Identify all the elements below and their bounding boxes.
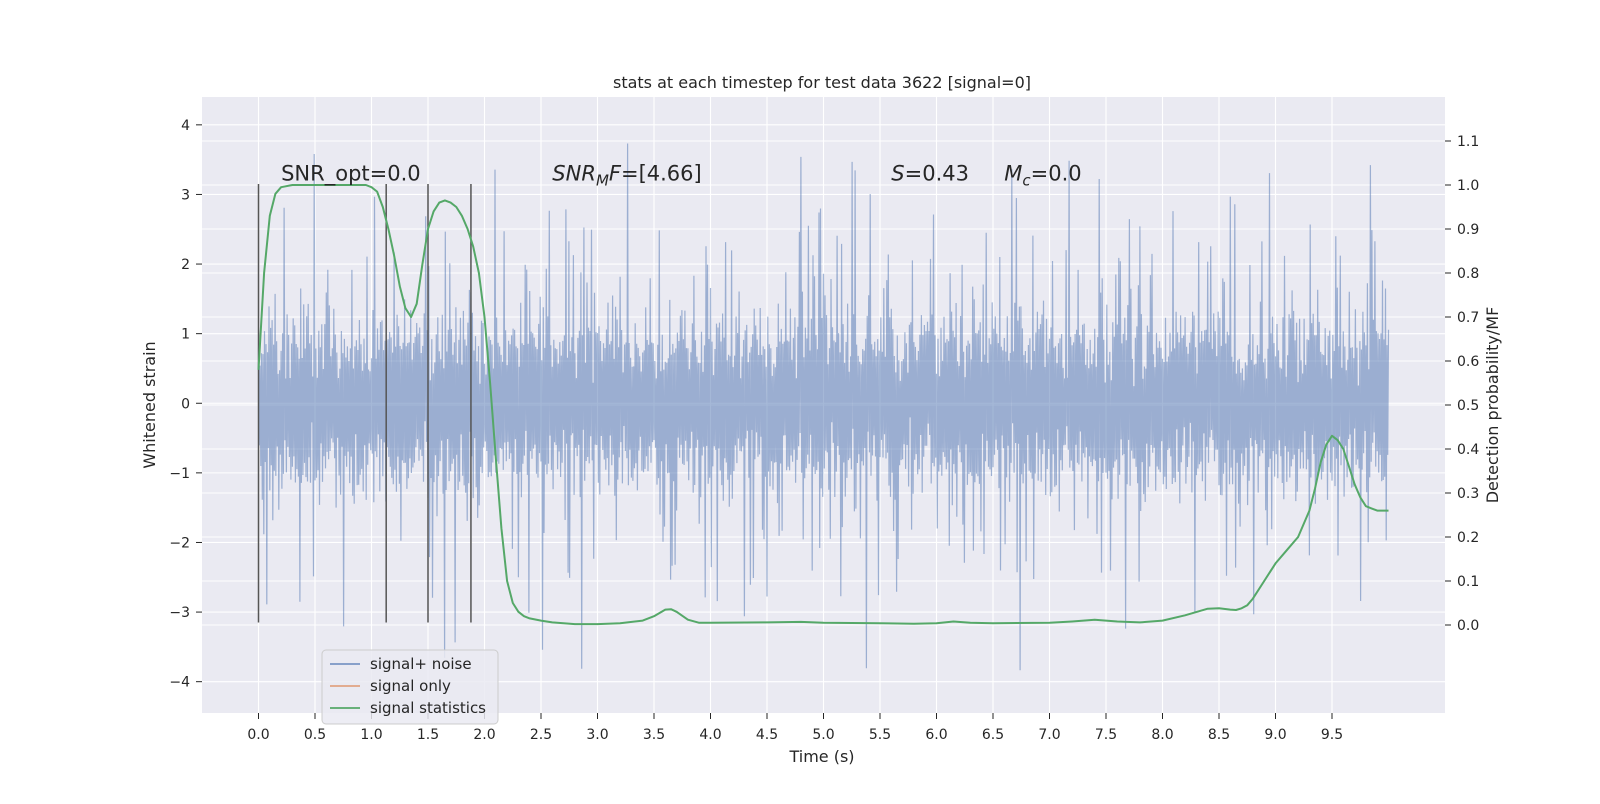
annotation-snr-mf: SNRMF=[4.66] <box>552 162 701 190</box>
right-tick-label: 0.7 <box>1457 310 1479 326</box>
x-tick-label: 4.5 <box>756 727 778 743</box>
annotation-mc-symbol: M <box>1004 162 1022 186</box>
right-tick-label: 0.9 <box>1457 222 1479 238</box>
left-tick-label: 1 <box>181 327 190 343</box>
x-tick-label: 3.0 <box>586 727 608 743</box>
left-axis-label: Whitened strain <box>140 341 159 468</box>
annotation-mc-subscript: c <box>1022 172 1031 190</box>
x-axis-ticks: 0.0 0.5 1.0 1.5 2.0 2.5 3.0 3.5 4.0 4.5 5.0 5.5 6.0 6… <box>247 713 1343 743</box>
left-tick-label: 2 <box>181 257 190 273</box>
legend-label-signal: signal only <box>370 677 451 695</box>
annotation-snr-mf-symbol: SNR <box>552 162 596 186</box>
right-tick-label: 0.6 <box>1457 354 1479 370</box>
right-tick-label: 0.5 <box>1457 398 1479 414</box>
right-axis-label: Detection probability/MF <box>1483 307 1502 504</box>
legend: signal+ noise signal only signal statist… <box>321 649 499 725</box>
left-axis-ticks: 4 3 2 1 0 −1 −2 −3 −4 <box>169 118 202 691</box>
x-tick-label: 2.0 <box>473 727 495 743</box>
annotation-snr-mf-subscript: M <box>596 172 609 190</box>
x-tick-label: 1.5 <box>417 727 439 743</box>
x-tick-label: 5.5 <box>869 727 891 743</box>
annotations: SNR_opt=0.0 SNRMF=[4.66] S=0.43 Mc=0.0 <box>281 162 1082 190</box>
x-tick-label: 2.5 <box>530 727 552 743</box>
x-tick-label: 7.0 <box>1038 727 1060 743</box>
right-tick-label: 0.1 <box>1457 574 1479 590</box>
x-tick-label: 4.0 <box>699 727 721 743</box>
legend-box <box>321 649 499 725</box>
chart-title: stats at each timestep for test data 362… <box>613 73 1031 92</box>
annotation-snr-mf-value: =[4.66] <box>621 162 702 186</box>
right-tick-label: 0.8 <box>1457 266 1479 282</box>
left-tick-label: −1 <box>169 466 190 482</box>
annotation-mc-value: =0.0 <box>1031 162 1082 186</box>
x-tick-label: 8.5 <box>1208 727 1230 743</box>
annotation-snr-mf-f: F <box>609 162 622 186</box>
x-tick-label: 0.5 <box>304 727 326 743</box>
x-tick-label: 7.5 <box>1095 727 1117 743</box>
right-tick-label: 1.1 <box>1457 134 1479 150</box>
annotation-snr-opt: SNR_opt=0.0 <box>281 162 421 187</box>
x-tick-label: 5.0 <box>812 727 834 743</box>
x-tick-label: 0.0 <box>247 727 269 743</box>
right-tick-label: 0.4 <box>1457 442 1479 458</box>
left-tick-label: −3 <box>169 605 190 621</box>
x-tick-label: 9.5 <box>1321 727 1343 743</box>
x-tick-label: 3.5 <box>643 727 665 743</box>
x-tick-label: 1.0 <box>360 727 382 743</box>
right-axis-ticks: 1.1 1.0 0.9 0.8 0.7 0.6 0.5 0.4 0.3 0.2 0.1 0.0 <box>1445 134 1479 634</box>
annotation-s-stat: S=0.43 <box>891 162 969 186</box>
right-tick-label: 0.0 <box>1457 618 1479 634</box>
left-tick-label: −4 <box>169 675 190 691</box>
x-tick-label: 6.0 <box>925 727 947 743</box>
signal-statistics-line <box>257 184 1389 626</box>
legend-label-noise: signal+ noise <box>370 655 472 673</box>
x-tick-label: 8.0 <box>1151 727 1173 743</box>
vertical-markers <box>257 184 472 623</box>
right-tick-label: 1.0 <box>1457 178 1479 194</box>
annotation-s-value: =0.43 <box>905 162 969 186</box>
left-tick-label: 3 <box>181 187 190 203</box>
left-tick-label: −2 <box>169 535 190 551</box>
left-tick-label: 0 <box>181 396 190 412</box>
left-tick-label: 4 <box>181 118 190 134</box>
annotation-s-symbol: S <box>891 162 904 186</box>
stats-series <box>257 184 1389 626</box>
x-axis-label: Time (s) <box>788 747 854 766</box>
right-tick-label: 0.2 <box>1457 530 1479 546</box>
noise-series <box>257 143 1390 671</box>
legend-label-stats: signal statistics <box>370 699 486 717</box>
x-tick-label: 6.5 <box>982 727 1004 743</box>
annotation-mc: Mc=0.0 <box>1004 162 1081 190</box>
x-tick-label: 9.0 <box>1264 727 1286 743</box>
right-tick-label: 0.3 <box>1457 486 1479 502</box>
noise-strain-line <box>257 143 1390 671</box>
